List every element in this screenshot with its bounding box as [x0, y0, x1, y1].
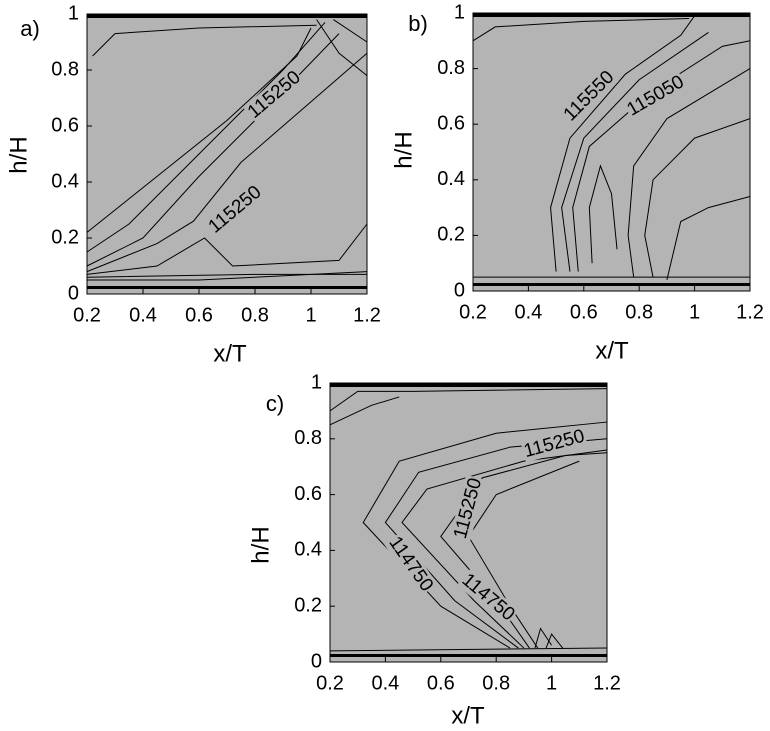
y-tick-label: 0.6 — [294, 483, 322, 505]
contour-line — [627, 68, 751, 278]
x-tick-label: 0.6 — [185, 304, 213, 326]
x-axis-label: x/T — [595, 337, 629, 364]
contour-line — [329, 388, 608, 412]
y-tick-label: 0.4 — [437, 168, 465, 190]
y-tick-label: 0.4 — [51, 170, 79, 192]
contour-label-bg — [203, 181, 267, 239]
plot-frame — [329, 382, 608, 663]
contour-line — [666, 195, 751, 280]
contour-line — [588, 164, 618, 264]
top-band — [473, 13, 750, 17]
y-tick-label: 0.2 — [51, 226, 79, 248]
contour-line — [86, 52, 368, 273]
contour-line — [550, 15, 696, 272]
contour-label-bg — [558, 66, 620, 127]
y-axis-label: h/H — [247, 526, 274, 563]
contour-line — [545, 633, 564, 649]
top-band — [87, 14, 367, 18]
x-tick-label: 1 — [689, 301, 700, 323]
y-tick-label: 0.2 — [294, 594, 322, 616]
contour-label-bg — [622, 70, 689, 122]
plot-area — [473, 13, 750, 291]
contour-label-bg — [449, 474, 487, 543]
x-tick-label: 0.4 — [514, 301, 542, 323]
y-tick-label: 0 — [454, 279, 465, 301]
y-tick-label: 1 — [454, 1, 465, 23]
x-tick-label: 0.8 — [625, 301, 653, 323]
x-tick-label: 0.8 — [241, 304, 269, 326]
contour-line — [572, 40, 751, 272]
x-tick-label: 0.2 — [73, 304, 101, 326]
y-tick-label: 0.8 — [437, 57, 465, 79]
bottom-band — [87, 286, 367, 289]
x-tick-label: 0.8 — [482, 672, 510, 694]
contour-line — [329, 647, 608, 652]
y-tick-label: 0.6 — [51, 114, 79, 136]
contour-line — [86, 273, 367, 278]
x-tick-label: 1.2 — [353, 304, 381, 326]
x-axis-label: x/T — [213, 340, 247, 367]
x-tick-label: 0.6 — [427, 672, 455, 694]
x-axis-label: x/T — [451, 702, 485, 729]
x-tick-label: 1 — [305, 304, 316, 326]
top-band — [330, 383, 607, 387]
x-tick-label: 0.6 — [570, 301, 598, 323]
bottom-band — [330, 654, 607, 657]
y-tick-label: 0.8 — [51, 58, 79, 80]
contour-line — [333, 19, 368, 43]
contour-line — [329, 396, 400, 426]
plot-frame — [86, 13, 368, 295]
contour-line — [86, 22, 326, 253]
contour-label-bg — [383, 531, 438, 597]
contour-line — [86, 27, 312, 233]
plot-area — [87, 14, 367, 294]
contour-line — [86, 223, 368, 275]
y-axis-label: h/H — [390, 131, 417, 168]
x-tick-label: 0.2 — [316, 672, 344, 694]
contour-line — [316, 19, 368, 76]
panel-label: b) — [408, 11, 428, 36]
y-tick-label: 0.6 — [437, 112, 465, 134]
y-tick-label: 0.8 — [294, 427, 322, 449]
plot-frame — [472, 12, 751, 292]
x-tick-label: 1.2 — [736, 301, 764, 323]
x-tick-label: 0.4 — [371, 672, 399, 694]
x-tick-label: 1 — [546, 672, 557, 694]
contour-line — [644, 118, 751, 278]
contour-label-bg — [243, 66, 306, 124]
y-tick-label: 1 — [68, 2, 79, 24]
y-axis-label: h/H — [5, 136, 32, 173]
contour-line — [87, 271, 368, 281]
bottom-band — [473, 283, 750, 286]
panel-label: c) — [266, 391, 284, 416]
x-tick-label: 0.2 — [459, 301, 487, 323]
contour-line — [534, 627, 553, 649]
x-tick-label: 1.2 — [593, 672, 621, 694]
y-tick-label: 0 — [311, 650, 322, 672]
contour-label-bg — [520, 425, 588, 463]
panel-label: a) — [20, 16, 40, 41]
x-tick-label: 0.4 — [129, 304, 157, 326]
contour-line — [401, 449, 608, 649]
contour-line — [92, 24, 317, 57]
y-tick-label: 0 — [68, 282, 79, 304]
y-tick-label: 0.2 — [437, 224, 465, 246]
contour-line — [362, 421, 608, 649]
contour-line — [561, 32, 709, 272]
y-tick-label: 0.4 — [294, 539, 322, 561]
contour-label-bg — [456, 568, 520, 627]
contour-line — [472, 18, 690, 42]
y-tick-label: 1 — [311, 371, 322, 393]
